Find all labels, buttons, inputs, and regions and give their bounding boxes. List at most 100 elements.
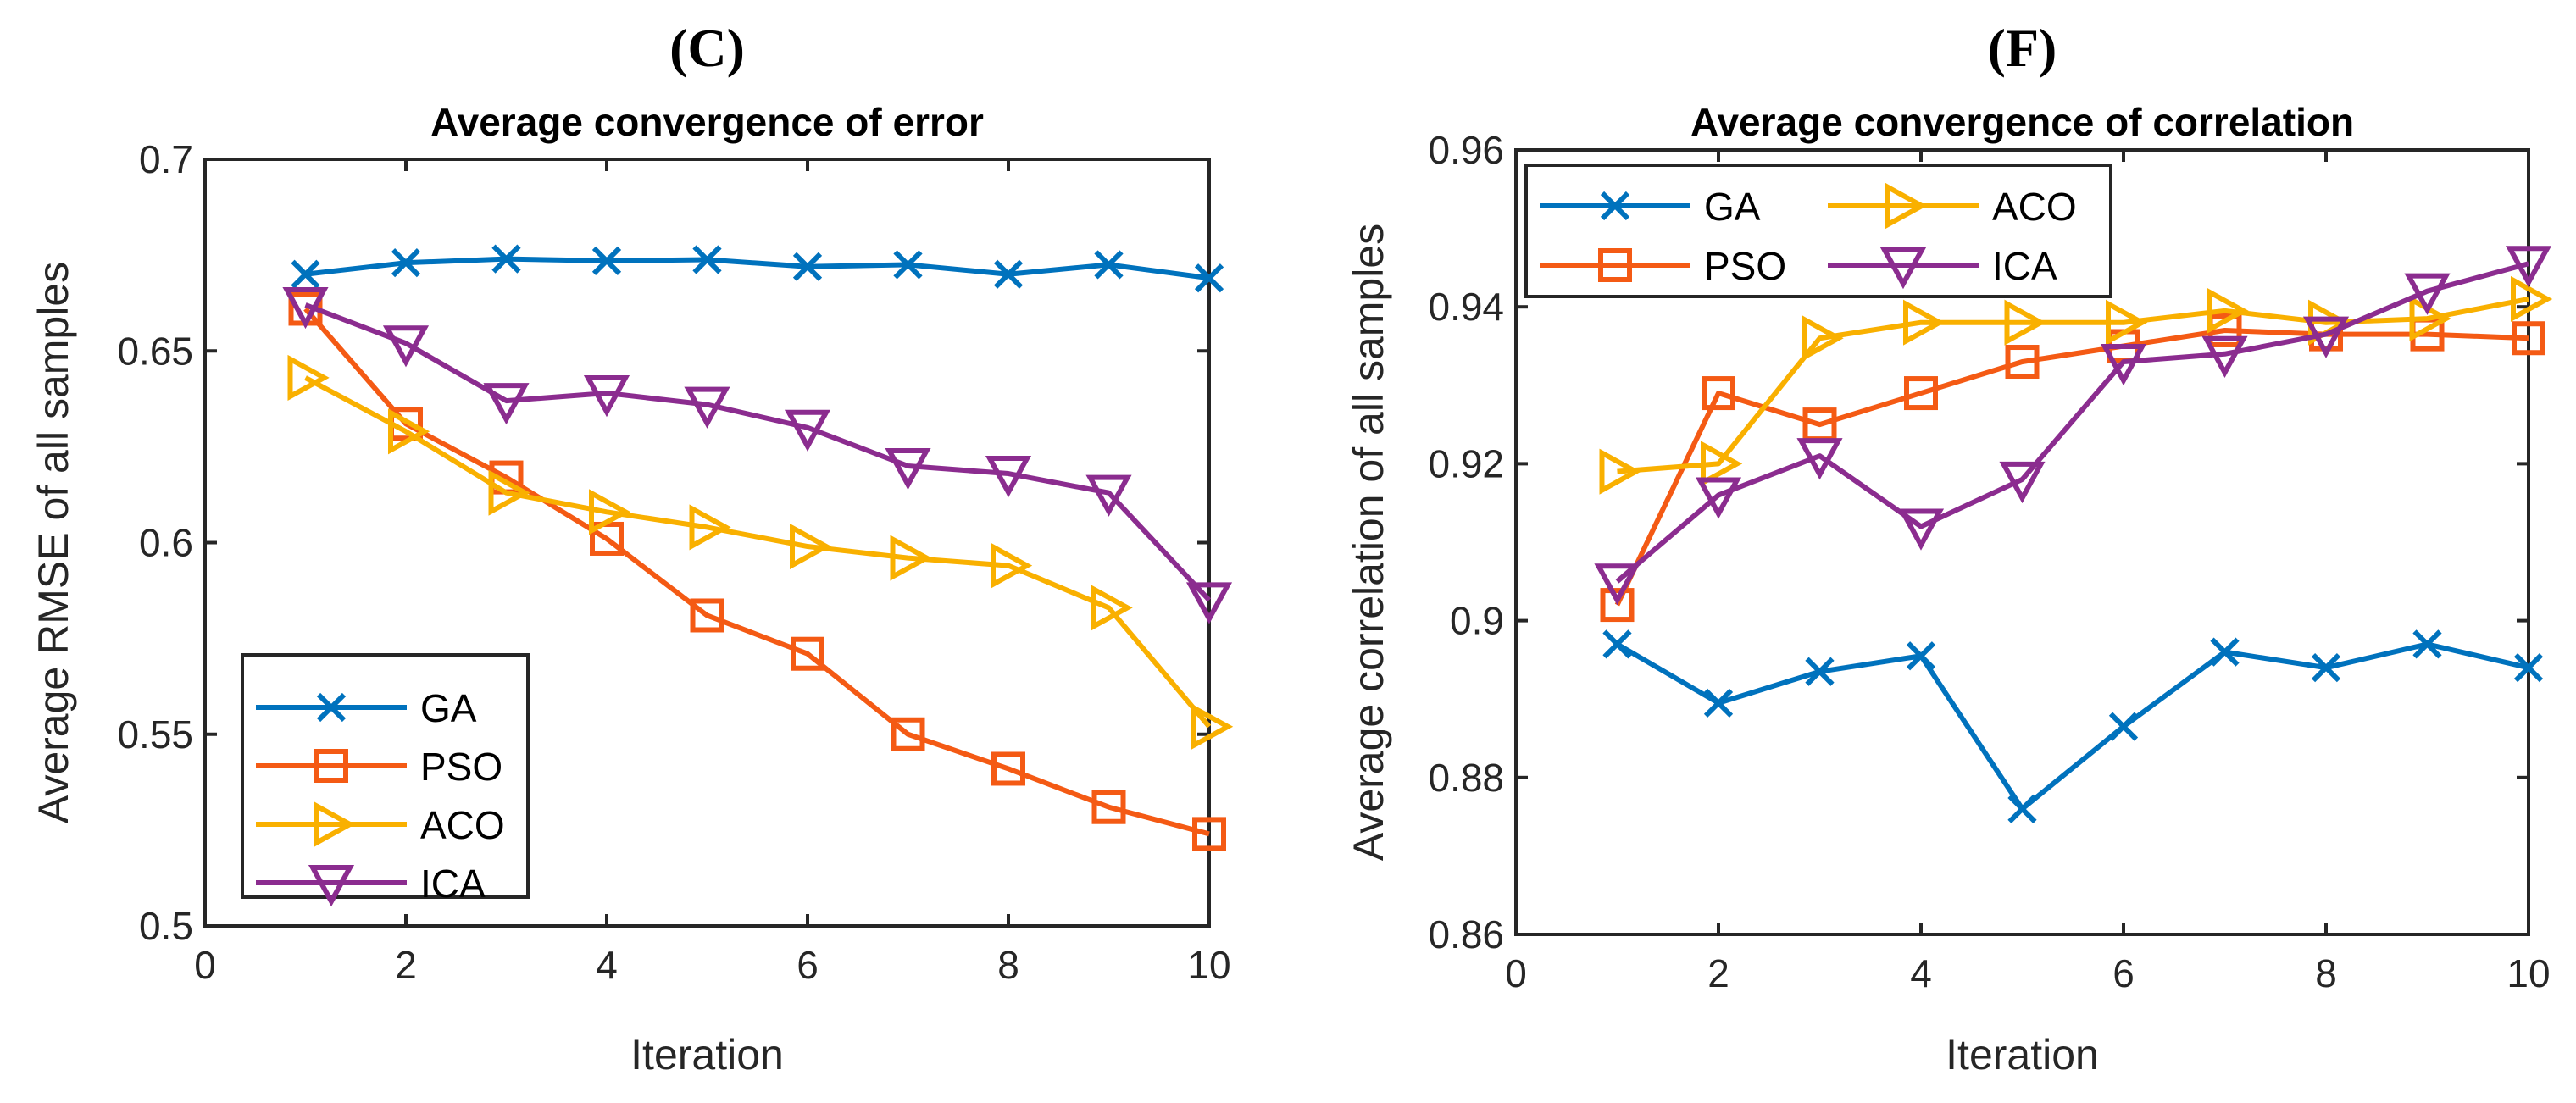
y-tick-label: 0.94 — [1428, 285, 1504, 329]
y-axis-label: Average correlation of all samples — [1345, 224, 1392, 861]
ga-point — [591, 246, 622, 276]
chart-title: Average convergence of error — [430, 100, 984, 144]
y-axis-label: Average RMSE of all samples — [30, 262, 77, 823]
y-tick-label: 0.9 — [1450, 599, 1504, 643]
aco-point — [1599, 448, 1641, 495]
legend-ga-marker — [1600, 191, 1630, 221]
legend-aco-label: ACO — [1992, 185, 2077, 229]
ica-point — [1085, 474, 1132, 517]
series-aco — [287, 354, 1234, 750]
ga-point — [1094, 250, 1124, 280]
ica-point — [985, 456, 1032, 498]
ga-point — [692, 245, 722, 274]
ica-point — [1695, 477, 1742, 519]
ica-point — [885, 448, 931, 491]
x-tick-label: 8 — [997, 943, 1019, 987]
aco-point — [287, 354, 330, 401]
legend-box — [1524, 164, 2112, 298]
ica-point — [1999, 461, 2046, 504]
ga-point — [792, 252, 823, 281]
aco-point — [589, 489, 631, 535]
chart-title: Average convergence of correlation — [1690, 100, 2354, 144]
x-tick-label: 10 — [2507, 951, 2550, 995]
legend: GA PSO ACO ICA — [1524, 164, 2112, 298]
ga-point — [2412, 629, 2442, 659]
x-tick-label: 10 — [1187, 943, 1230, 987]
aco-point — [689, 504, 731, 551]
ga-point — [2311, 653, 2341, 683]
aco-line — [304, 375, 1212, 729]
x-tick-label: 4 — [596, 943, 618, 987]
series-aco — [1599, 275, 2553, 495]
pso-point — [1192, 817, 1226, 851]
pso-point — [891, 717, 925, 751]
aco-point — [1701, 441, 1743, 487]
aco-point — [2511, 275, 2553, 323]
legend-pso-marker — [1598, 248, 1632, 282]
legend-aco-marker — [314, 801, 356, 848]
legend-pso-marker — [314, 749, 348, 783]
pso-point — [1600, 588, 1635, 623]
y-tick-label: 0.5 — [139, 904, 193, 948]
y-tick-label: 0.55 — [117, 712, 193, 757]
panel-label: (C) — [669, 18, 745, 78]
ica-point — [2302, 316, 2350, 358]
ga-point — [2108, 712, 2139, 741]
legend-ica-marker — [308, 865, 355, 907]
x-tick-label: 2 — [395, 943, 417, 987]
x-tick-label: 6 — [2112, 951, 2135, 995]
chart-1: (F) Average convergence of correlation 0 2 4… — [1345, 18, 2553, 1078]
x-tick-label: 2 — [1707, 951, 1729, 995]
legend: GA PSO ACO ICA — [241, 653, 530, 907]
ga-point — [2007, 794, 2037, 823]
ga-point — [2210, 637, 2240, 667]
ica-point — [1796, 438, 1843, 480]
ica-point — [2201, 335, 2248, 378]
pso-point — [2512, 321, 2545, 356]
x-axis-label: Iteration — [1946, 1031, 2099, 1078]
pso-point — [991, 751, 1025, 786]
ica-point — [282, 286, 329, 330]
x-axis-label: Iteration — [630, 1031, 784, 1078]
y-tick-label: 0.6 — [139, 521, 193, 565]
x-tick-label: 4 — [1910, 951, 1932, 995]
y-tick-label: 0.65 — [117, 329, 193, 373]
ica-line — [304, 302, 1212, 602]
series-ica — [1594, 246, 2552, 606]
ga-point — [291, 259, 320, 289]
aco-point — [890, 535, 932, 581]
ga-point — [1906, 641, 1936, 671]
ica-point — [483, 383, 530, 425]
pso-line — [1614, 327, 2529, 607]
ga-point — [1194, 263, 1224, 293]
series-ga — [1602, 629, 2544, 823]
series-ga — [291, 244, 1224, 293]
ga-point — [1703, 688, 1734, 718]
ga-point — [1602, 629, 1632, 659]
chart-0: (C) Average convergence of error 0 2 4 6 8 10 0.… — [30, 18, 1234, 1078]
x-tick-label: 0 — [194, 943, 216, 987]
aco-point — [388, 408, 430, 455]
legend-pso-label: PSO — [420, 745, 502, 789]
aco-point — [790, 523, 832, 570]
ga-point — [1805, 657, 1835, 686]
aco-line — [1617, 296, 2529, 474]
aco-point — [2207, 287, 2249, 334]
aco-point — [991, 542, 1033, 589]
ica-point — [2100, 344, 2147, 386]
ica-point — [784, 409, 831, 452]
y-tick-label: 0.96 — [1428, 128, 1504, 172]
legend-ga-marker — [316, 692, 347, 723]
ga-point — [893, 250, 923, 280]
ica-point — [2505, 246, 2552, 288]
y-tick-label: 0.7 — [139, 137, 193, 181]
ica-point — [684, 386, 730, 429]
aco-point — [1903, 299, 1946, 346]
series-ica — [282, 286, 1233, 624]
y-tick-label: 0.92 — [1428, 441, 1504, 485]
ica-line — [1615, 261, 2529, 584]
x-tick-label: 6 — [797, 943, 819, 987]
y-tick-label: 0.88 — [1428, 756, 1504, 800]
aco-point — [2004, 299, 2046, 346]
legend-aco-marker — [1885, 182, 1928, 230]
